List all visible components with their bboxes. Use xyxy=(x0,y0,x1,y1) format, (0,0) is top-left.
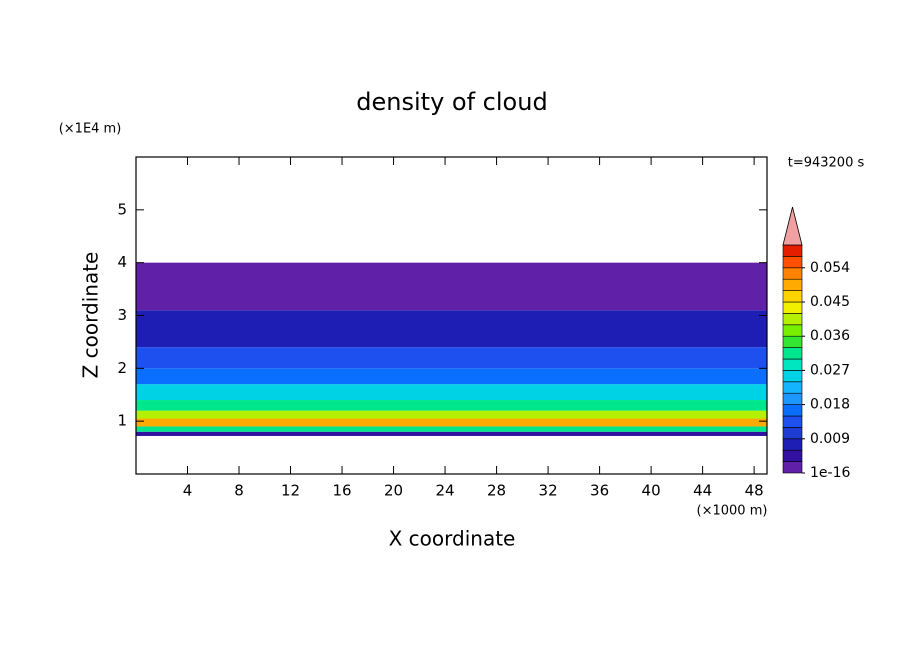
colorbar-box xyxy=(782,256,803,269)
colorbar-box xyxy=(782,427,803,440)
colorbar-box xyxy=(782,347,803,360)
colorbar-box xyxy=(782,244,803,257)
contour-band xyxy=(136,410,767,419)
contour-band xyxy=(136,431,767,436)
x-tick-label: 24 xyxy=(436,482,455,500)
colorbar-tick-label: 0.009 xyxy=(810,431,850,447)
y-tick-label: 5 xyxy=(117,200,127,218)
colorbar-box xyxy=(782,313,803,326)
colorbar-box xyxy=(782,461,803,474)
colorbar-box xyxy=(782,335,803,348)
colorbar-box xyxy=(782,438,803,451)
x-tick-label: 28 xyxy=(487,482,506,500)
y-unit: (×1E4 m) xyxy=(59,122,122,137)
colorbar-box xyxy=(782,449,803,462)
y-tick-label: 1 xyxy=(117,412,127,430)
colorbar-tick-label: 0.027 xyxy=(810,362,850,378)
x-tick-label: 16 xyxy=(332,482,351,500)
colorbar-tick-label: 0.036 xyxy=(810,328,850,344)
x-axis-label: X coordinate xyxy=(389,527,516,551)
contour-band xyxy=(136,262,767,311)
x-tick-label: 4 xyxy=(183,482,193,500)
colorbar-box xyxy=(782,381,803,394)
y-axis-label: Z coordinate xyxy=(79,252,103,379)
colorbar-box xyxy=(782,404,803,417)
colorbar-box xyxy=(782,301,803,314)
contour-band xyxy=(136,418,767,427)
colorbar-box xyxy=(782,278,803,291)
contour-band xyxy=(136,426,767,432)
x-tick-label: 48 xyxy=(745,482,764,500)
colorbar-box xyxy=(782,358,803,371)
colorbar-box xyxy=(782,324,803,337)
colorbar-box xyxy=(782,370,803,383)
y-tick-label: 3 xyxy=(117,306,127,324)
x-unit: (×1000 m) xyxy=(697,504,768,519)
time-label: t=943200 s xyxy=(788,156,865,171)
contour-band xyxy=(136,384,767,401)
colorbar-tick-label: 0.054 xyxy=(810,260,850,276)
x-tick-label: 8 xyxy=(234,482,244,500)
colorbar-over xyxy=(782,206,803,246)
colorbar-box xyxy=(782,267,803,280)
x-tick-label: 40 xyxy=(642,482,661,500)
y-tick-label: 4 xyxy=(117,253,127,271)
colorbar-tick-label: 0.045 xyxy=(810,294,850,310)
colorbar-box xyxy=(782,392,803,405)
colorbar-tick-label: 1e-16 xyxy=(810,465,850,481)
contour-band xyxy=(136,400,767,411)
x-tick-label: 36 xyxy=(590,482,609,500)
x-tick-label: 20 xyxy=(384,482,403,500)
contour-band xyxy=(136,368,767,385)
contour-band xyxy=(136,347,767,369)
x-tick-label: 12 xyxy=(281,482,300,500)
colorbar-tick-label: 0.018 xyxy=(810,397,850,413)
colorbar-box xyxy=(782,415,803,428)
y-tick-label: 2 xyxy=(117,359,127,377)
x-tick-label: 32 xyxy=(539,482,558,500)
chart-title: density of cloud xyxy=(356,88,547,116)
colorbar-box xyxy=(782,290,803,303)
x-tick-label: 44 xyxy=(693,482,712,500)
contour-band xyxy=(136,310,767,348)
